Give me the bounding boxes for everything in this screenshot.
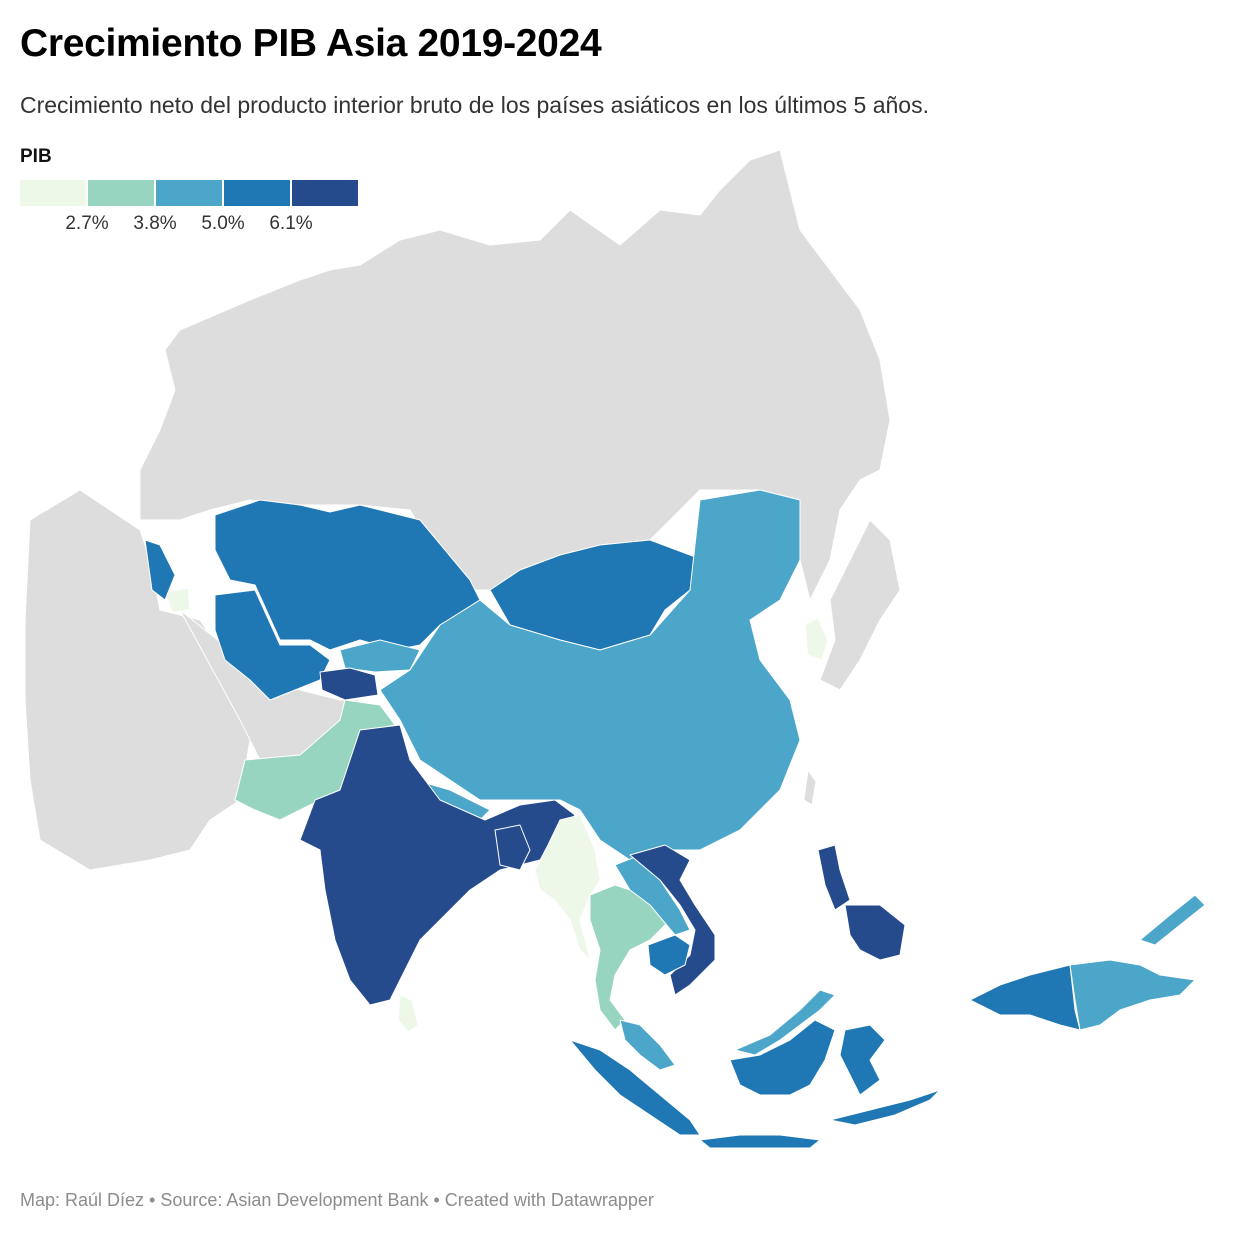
chart-subtitle: Crecimiento neto del producto interior b…	[20, 92, 929, 118]
region-india[interactable]	[299, 724, 576, 1006]
legend-swatch-4	[224, 180, 290, 206]
region-philippines-luzon[interactable]	[817, 844, 851, 911]
region-philippines-south[interactable]	[844, 904, 906, 961]
legend-title: PIB	[20, 146, 52, 167]
legend-tick-1: 2.7%	[65, 213, 109, 234]
region-indonesia-sumatra[interactable]	[569, 1039, 701, 1136]
region-indonesia-borneo[interactable]	[729, 1019, 836, 1096]
region-png-islands[interactable]	[1139, 894, 1206, 946]
region-south-korea[interactable]	[804, 617, 829, 661]
region-myanmar[interactable]	[534, 814, 601, 961]
region-china[interactable]	[379, 489, 801, 861]
region-indonesia-sulawesi[interactable]	[839, 1024, 886, 1096]
chart-title: Crecimiento PIB Asia 2019-2024	[20, 22, 602, 65]
region-malaysia-peninsula[interactable]	[619, 1019, 676, 1071]
region-indonesia-java[interactable]	[699, 1134, 821, 1149]
color-legend	[20, 180, 360, 206]
legend-swatch-5	[292, 180, 358, 206]
legend-swatch-1	[20, 180, 86, 206]
region-indonesia-islands[interactable]	[829, 1089, 941, 1126]
footer-credit: Map: Raúl Díez • Source: Asian Developme…	[20, 1190, 654, 1210]
japan-region	[819, 519, 901, 691]
region-bangladesh[interactable]	[494, 824, 531, 871]
region-kazakhstan[interactable]	[214, 499, 481, 651]
region-cambodia[interactable]	[647, 934, 691, 976]
region-armenia[interactable]	[164, 587, 191, 613]
region-azerbaijan[interactable]	[144, 539, 176, 601]
region-indonesia-papua[interactable]	[969, 964, 1081, 1031]
legend-swatch-3	[156, 180, 222, 206]
region-sri-lanka[interactable]	[397, 994, 419, 1033]
legend-tick-4: 6.1%	[269, 213, 313, 234]
data-regions	[144, 489, 1206, 1149]
region-png[interactable]	[1069, 959, 1196, 1031]
region-central-asia[interactable]	[214, 589, 331, 701]
legend-tick-3: 5.0%	[201, 213, 245, 234]
legend-tick-2: 3.8%	[133, 213, 177, 234]
region-tajikistan[interactable]	[319, 667, 379, 701]
taiwan-region	[803, 769, 817, 806]
asia-map	[24, 149, 1206, 1149]
legend-ticks: 2.7% 3.8% 5.0% 6.1%	[20, 213, 380, 237]
legend-swatch-2	[88, 180, 154, 206]
region-vietnam[interactable]	[629, 844, 716, 996]
region-malaysia-borneo[interactable]	[734, 989, 836, 1056]
